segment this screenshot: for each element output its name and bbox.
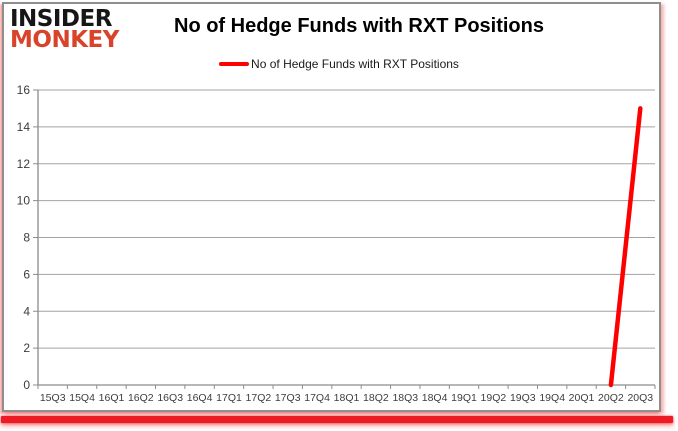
bottom-red-bar: [1, 416, 673, 423]
chart-title: No of Hedge Funds with RXT Positions: [174, 15, 544, 37]
logo-line-insider: INSIDER: [10, 6, 112, 32]
legend: No of Hedge Funds with RXT Positions: [0, 57, 678, 71]
chart-frame: [2, 2, 661, 412]
legend-label: No of Hedge Funds with RXT Positions: [251, 57, 459, 71]
insider-monkey-logo: INSIDER MONKEY: [10, 6, 119, 54]
logo-line-monkey: MONKEY: [10, 27, 119, 54]
legend-line-icon: [219, 62, 250, 66]
